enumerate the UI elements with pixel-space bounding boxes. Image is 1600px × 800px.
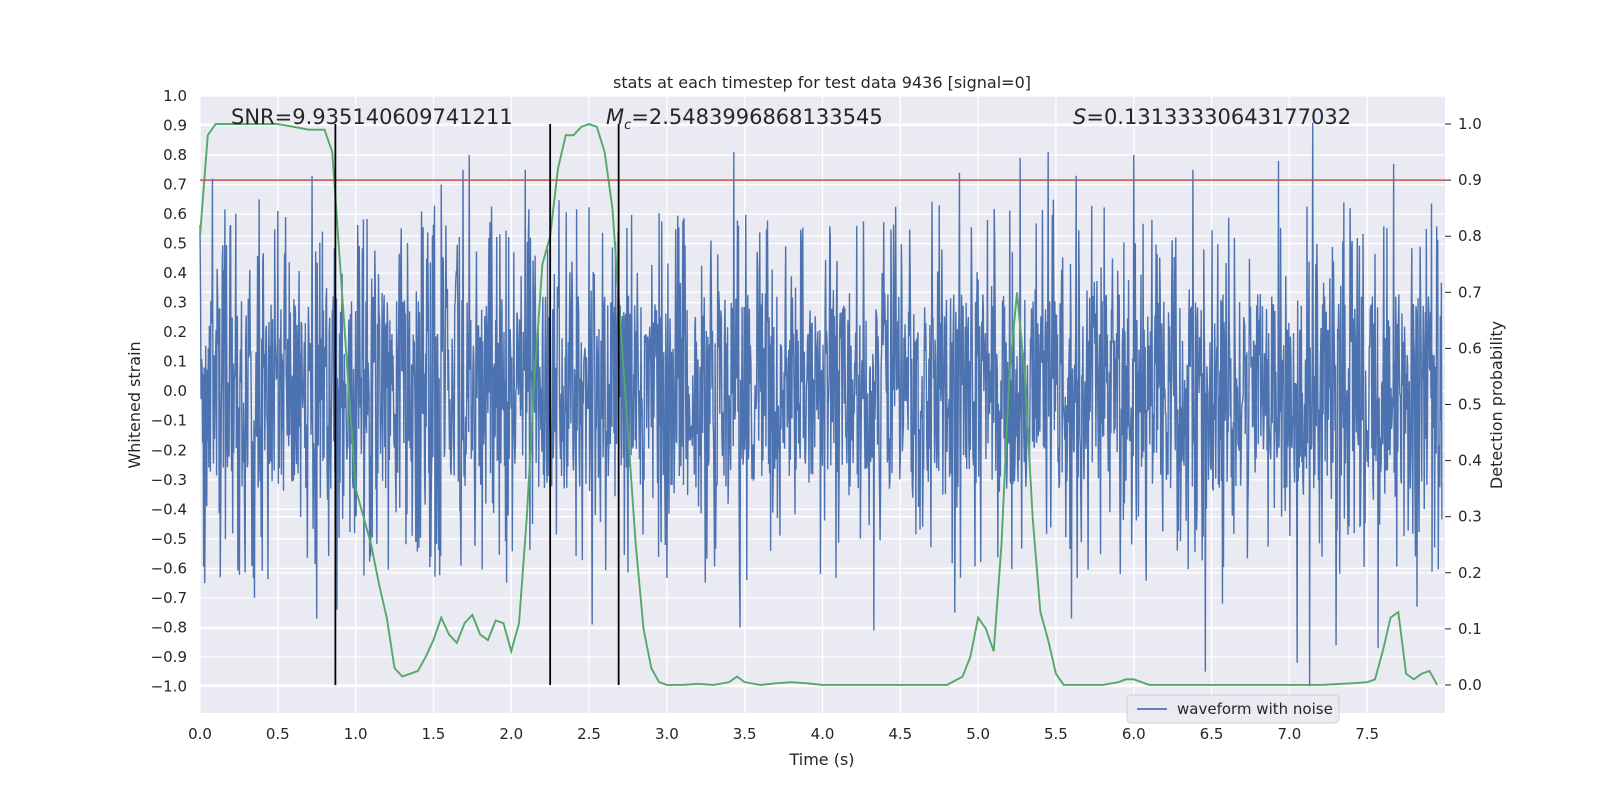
x-tick-labels: 0.0 0.5 1.0 1.5 2.0 2.5 3.0 3.5 4.0 4.5 5.0 5.5 6.0 6…	[188, 725, 1379, 743]
y-tick-label: −0.2	[151, 441, 187, 459]
mc-subscript: c	[624, 118, 631, 133]
y2-tick-label: 0.5	[1458, 396, 1482, 414]
x-tick-label: 7.0	[1277, 725, 1301, 743]
y-tick-label: 0.4	[163, 264, 187, 282]
y-tick-label: 0.3	[163, 294, 187, 312]
x-tick-label: 3.5	[733, 725, 757, 743]
x-tick-label: 0.0	[188, 725, 212, 743]
x-tick-label: 1.0	[344, 725, 368, 743]
overlay-lines	[200, 124, 1445, 685]
y2-tick-label: 0.7	[1458, 283, 1482, 301]
x-tick-label: 7.5	[1355, 725, 1379, 743]
chirp-mass-annotation: Mc=2.5483996868133545	[606, 105, 883, 133]
y-tick-label: −0.7	[151, 589, 187, 607]
y-tick-label: −1.0	[151, 677, 187, 695]
y-tick-label: 0.9	[163, 117, 187, 135]
snr-annotation: SNR=9.935140609741211	[231, 105, 513, 129]
y2-tick-label: 0.9	[1458, 171, 1482, 189]
y2-tick-label: 0.1	[1458, 620, 1482, 638]
y2-tick-label: 0.0	[1458, 676, 1482, 694]
y-tick-label: 0.7	[163, 176, 187, 194]
mc-symbol: M	[606, 105, 624, 129]
x-tick-label: 6.0	[1122, 725, 1146, 743]
mc-value: =2.5483996868133545	[631, 105, 882, 129]
y2-tick-label: 0.6	[1458, 339, 1482, 357]
legend: waveform with noise	[1126, 694, 1340, 724]
x-tick-label: 2.5	[577, 725, 601, 743]
y-tick-label: −0.5	[151, 530, 187, 548]
y2-tick-label: 0.2	[1458, 564, 1482, 582]
x-axis-label: Time (s)	[788, 750, 854, 769]
x-tick-label: 5.5	[1044, 725, 1068, 743]
legend-box	[1126, 694, 1340, 724]
waveform-noise-series	[199, 122, 1443, 687]
y2-tick-label: 1.0	[1458, 115, 1482, 133]
y-tick-label: −0.9	[151, 648, 187, 666]
x-tick-label: 1.5	[422, 725, 446, 743]
x-tick-label: 3.0	[655, 725, 679, 743]
y-axis-label: Whitened strain	[125, 341, 144, 468]
x-tick-label: 4.5	[888, 725, 912, 743]
detection-probability-line	[199, 123, 1439, 686]
y-tick-label: 0.8	[163, 146, 187, 164]
y-tick-label: 1.0	[163, 87, 187, 105]
y-tick-label: 0.2	[163, 323, 187, 341]
chart-title: stats at each timestep for test data 943…	[613, 73, 1031, 92]
detection-probability-series	[199, 123, 1439, 686]
y-tick-labels: 1.0 0.9 0.8 0.7 0.6 0.5 0.4 0.3 0.2 0.1 0.0 −0.1 −0.…	[151, 87, 187, 695]
y2-axis-label: Detection probability	[1487, 321, 1506, 489]
y-tick-label: −0.1	[151, 412, 187, 430]
x-tick-label: 2.0	[499, 725, 523, 743]
x-tick-label: 5.0	[966, 725, 990, 743]
y-tick-label: −0.8	[151, 618, 187, 636]
x-tick-label: 0.5	[266, 725, 290, 743]
legend-label: waveform with noise	[1177, 700, 1333, 718]
y-tick-label: 0.6	[163, 205, 187, 223]
s-annotation: S=0.13133330643177032	[1073, 105, 1351, 129]
y2-tick-labels: 1.0 0.9 0.8 0.7 0.6 0.5 0.4 0.3 0.2 0.1 0.0	[1458, 115, 1482, 694]
y2-tick-label: 0.4	[1458, 452, 1482, 470]
y-tick-label: −0.6	[151, 559, 187, 577]
y2-tick-label: 0.3	[1458, 508, 1482, 526]
y-tick-label: 0.5	[163, 235, 187, 253]
x-tick-label: 4.0	[811, 725, 835, 743]
x-tick-label: 6.5	[1200, 725, 1224, 743]
y-tick-label: −0.4	[151, 500, 187, 518]
y2-tick-label: 0.8	[1458, 227, 1482, 245]
y-tick-label: −0.3	[151, 471, 187, 489]
y-tick-label: 0.0	[163, 382, 187, 400]
s-symbol: S	[1073, 105, 1086, 129]
s-value: =0.13133330643177032	[1086, 105, 1351, 129]
noise-waveform-line	[199, 122, 1443, 687]
y-tick-label: 0.1	[163, 353, 187, 371]
